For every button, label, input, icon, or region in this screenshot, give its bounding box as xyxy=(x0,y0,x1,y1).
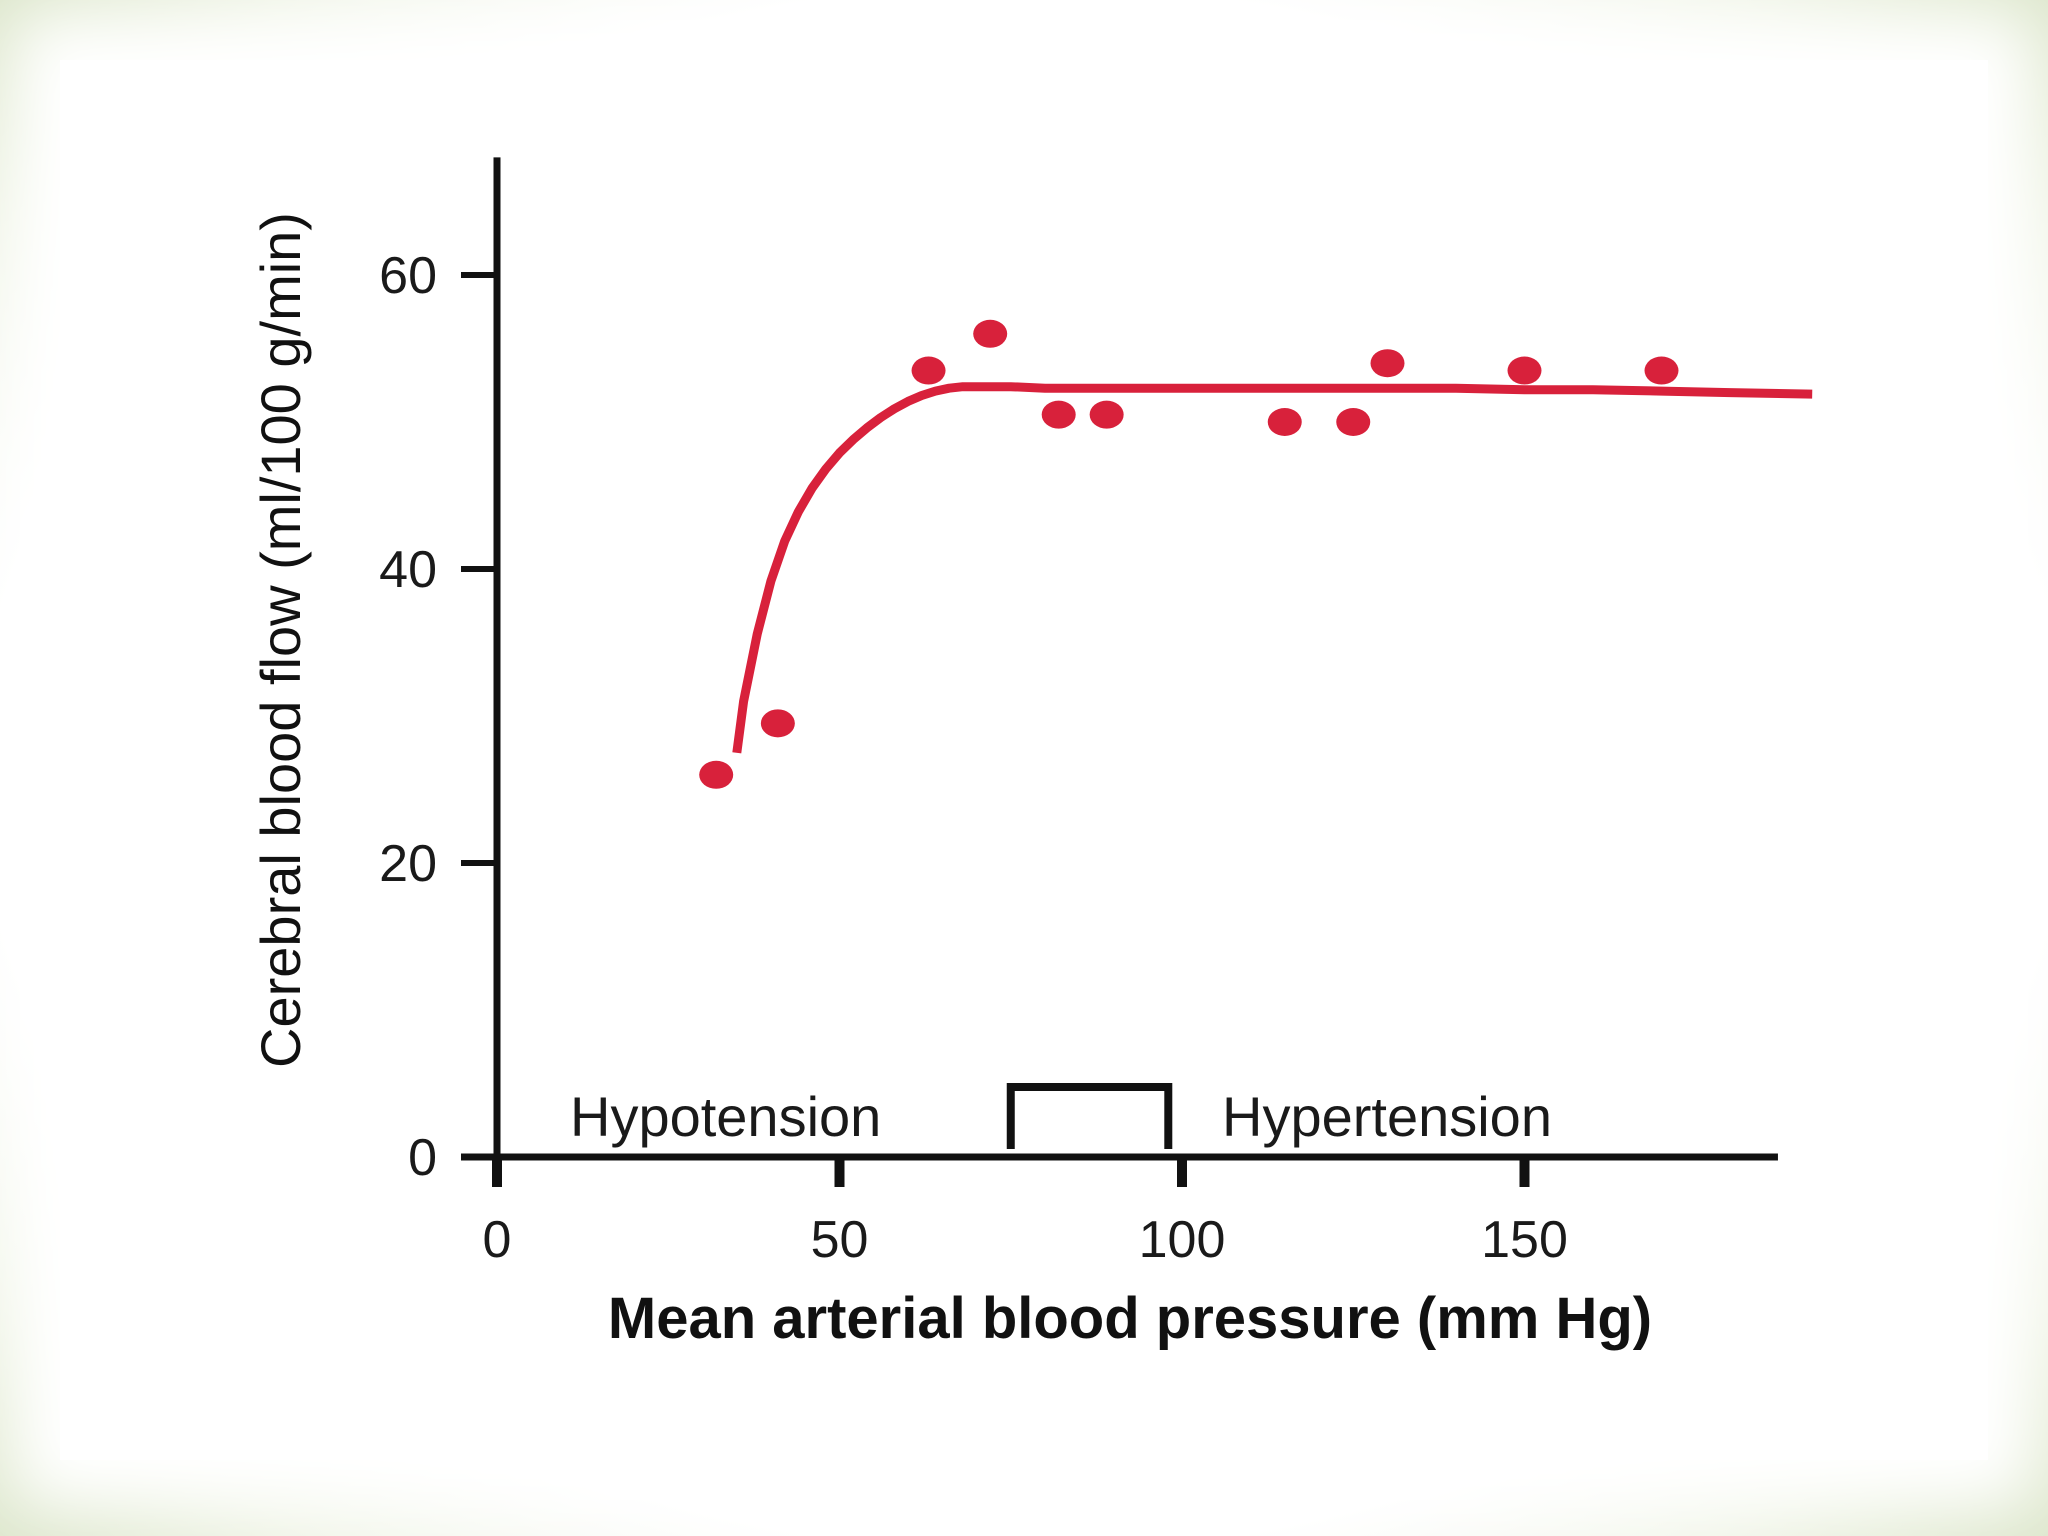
fitted-curve xyxy=(732,382,1813,754)
data-point xyxy=(911,356,946,385)
hypertension-label: Hypertension xyxy=(1222,1085,1552,1148)
data-point xyxy=(1267,408,1302,436)
chart-panel xyxy=(60,60,1988,1460)
fitted-curve-layer xyxy=(732,382,1813,754)
x-axis-title: Mean arterial blood pressure (mm Hg) xyxy=(608,1286,1652,1351)
y-tick-label: 60 xyxy=(379,247,437,305)
y-axis-title: Cerebral blood flow (ml/100 g/min) xyxy=(249,212,312,1068)
autoregulation-bracket xyxy=(1006,1083,1173,1149)
data-point xyxy=(1336,408,1371,436)
data-point xyxy=(1089,400,1124,429)
x-tick-label: 100 xyxy=(1139,1211,1226,1269)
data-point xyxy=(1041,400,1076,429)
y-tick-label: 20 xyxy=(379,835,437,893)
y-ticks: 0 20 40 60 xyxy=(379,247,497,1187)
axes-layer xyxy=(461,157,1778,1161)
x-tick-label: 50 xyxy=(811,1211,869,1269)
data-points-layer xyxy=(699,319,1679,789)
data-point xyxy=(973,319,1008,348)
hypotension-label: Hypotension xyxy=(570,1085,881,1148)
x-ticks: 0 50 100 150 xyxy=(483,1157,1568,1269)
data-point xyxy=(1370,349,1405,378)
x-tick-label: 0 xyxy=(483,1211,512,1269)
data-point xyxy=(699,760,734,789)
data-point xyxy=(1644,356,1679,385)
y-tick-label: 0 xyxy=(408,1129,437,1187)
bracket-line xyxy=(1006,1083,1173,1149)
y-tick-label: 40 xyxy=(379,541,437,599)
x-tick-label: 150 xyxy=(1481,1211,1568,1269)
data-point xyxy=(1507,356,1542,385)
data-point xyxy=(760,709,795,738)
